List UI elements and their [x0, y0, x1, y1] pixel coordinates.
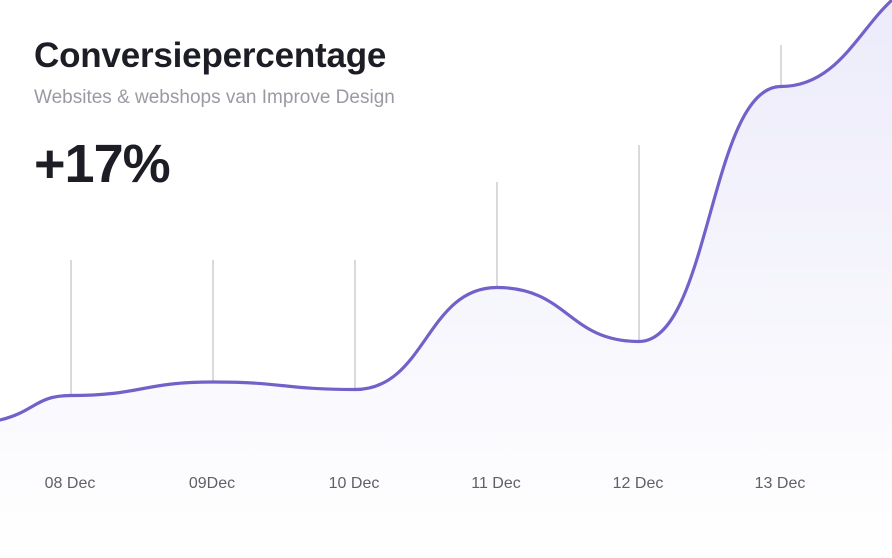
x-tick-label: 11 Dec — [471, 475, 521, 492]
x-tick-label: 13 Dec — [755, 475, 806, 492]
chart-subtitle: Websites & webshops van Improve Design — [34, 87, 395, 108]
chart-title: Conversiepercentage — [34, 36, 387, 75]
x-tick-label: 10 Dec — [329, 475, 380, 492]
x-tick-label: 12 Dec — [613, 475, 664, 492]
x-tick-label: 08 Dec — [45, 475, 96, 492]
kpi-value: +17% — [34, 134, 171, 194]
series-line — [0, 0, 892, 422]
chart-header: Conversiepercentage Websites & webshops … — [34, 34, 395, 194]
x-axis-tick-labels: 08 Dec 09Dec 10 Dec 11 Dec 12 Dec 13 Dec — [45, 475, 806, 492]
x-tick-label: 09Dec — [189, 475, 235, 492]
